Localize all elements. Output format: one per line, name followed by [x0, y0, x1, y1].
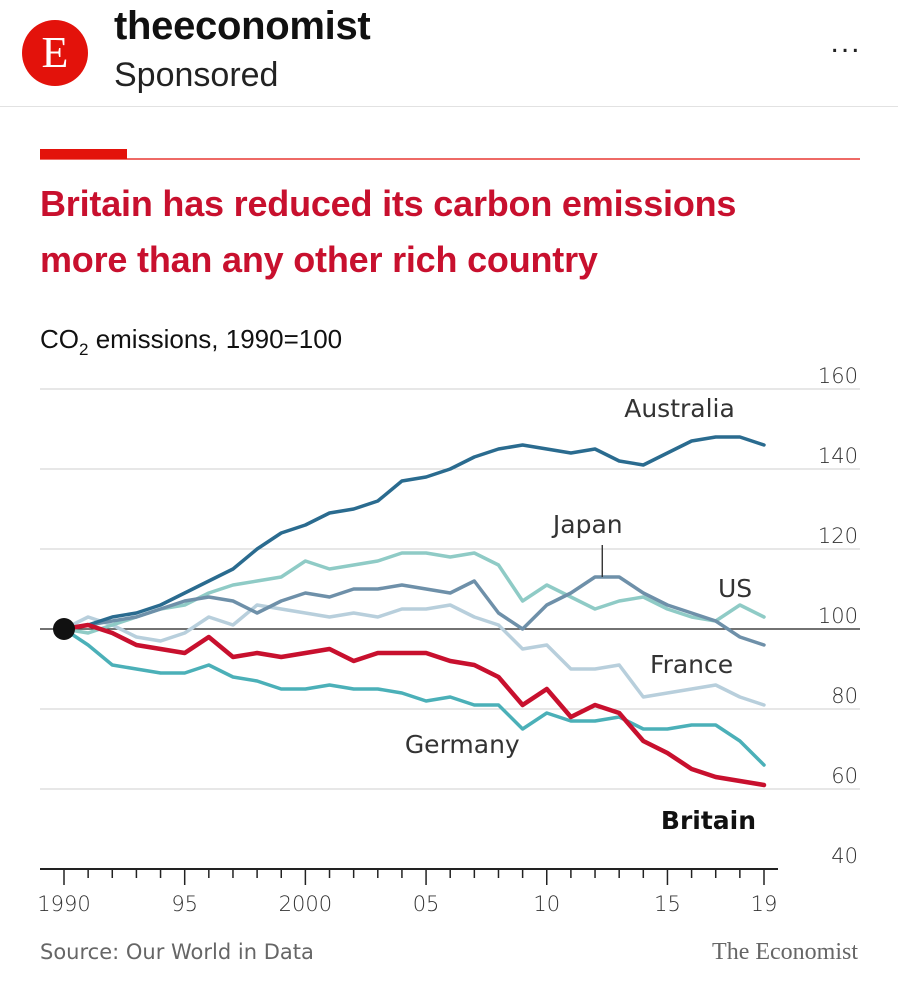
chart-title-line-1: Britain has reduced its carbon emissions	[40, 183, 736, 224]
x-tick-label-2005: 05	[413, 892, 440, 916]
series-line-japan	[62, 575, 766, 647]
y-tick-label-140: 140	[818, 444, 858, 468]
series-line-us	[62, 551, 766, 635]
series-label-japan: Japan	[551, 510, 623, 539]
subtitle-prefix: CO	[40, 324, 79, 354]
series-line-germany	[62, 627, 766, 767]
series-line-australia	[62, 435, 766, 631]
series-label-britain: Britain	[661, 806, 756, 835]
subtitle-subscript: 2	[79, 340, 88, 359]
account-name[interactable]: theeconomist	[114, 4, 371, 48]
x-tick-label-1995: 95	[171, 892, 198, 916]
grid-lines: 160 140 120 100 80 60 40	[40, 364, 860, 868]
x-tick-label-2000: 2000	[279, 892, 332, 916]
series-line-britain	[61, 622, 767, 788]
economist-logo-avatar[interactable]: E	[22, 20, 88, 86]
baseline-start-dot	[53, 618, 75, 640]
x-tick-label-2019: 19	[751, 892, 778, 916]
x-tick-label-1990: 1990	[37, 892, 90, 916]
series-lines	[53, 435, 767, 788]
series-label-france: France	[650, 650, 733, 679]
y-tick-label-80: 80	[831, 684, 858, 708]
x-axis: 1990 95 2000 05 10 15 19	[37, 868, 778, 916]
y-tick-label-60: 60	[831, 764, 858, 788]
sponsored-label: Sponsored	[114, 56, 279, 94]
title-accent-bar	[40, 149, 127, 159]
series-label-australia: Australia	[624, 394, 735, 423]
series-label-germany: Germany	[405, 730, 520, 759]
post-header: E theeconomist Sponsored ...	[0, 0, 898, 107]
more-horizontal-icon[interactable]: ...	[830, 26, 862, 59]
emissions-chart: Britain has reduced its carbon emissions…	[37, 149, 860, 965]
source-note: Source: Our World in Data	[40, 940, 314, 964]
y-tick-label-160: 160	[818, 364, 858, 388]
series-label-us: US	[718, 574, 752, 603]
y-tick-label-40: 40	[831, 844, 858, 868]
chart-title-line-2: more than any other rich country	[40, 239, 598, 280]
series-line-france	[62, 603, 766, 707]
y-tick-label-120: 120	[818, 524, 858, 548]
series-labels: Australia Japan US France Germany Britain	[405, 394, 756, 835]
x-tick-label-2010: 10	[533, 892, 560, 916]
x-tick-label-2015: 15	[654, 892, 681, 916]
y-tick-label-100: 100	[818, 604, 858, 628]
chart-subtitle: CO2 emissions, 1990=100	[40, 324, 342, 359]
brand-wordmark: The Economist	[712, 939, 858, 965]
subtitle-suffix: emissions, 1990=100	[88, 324, 342, 354]
